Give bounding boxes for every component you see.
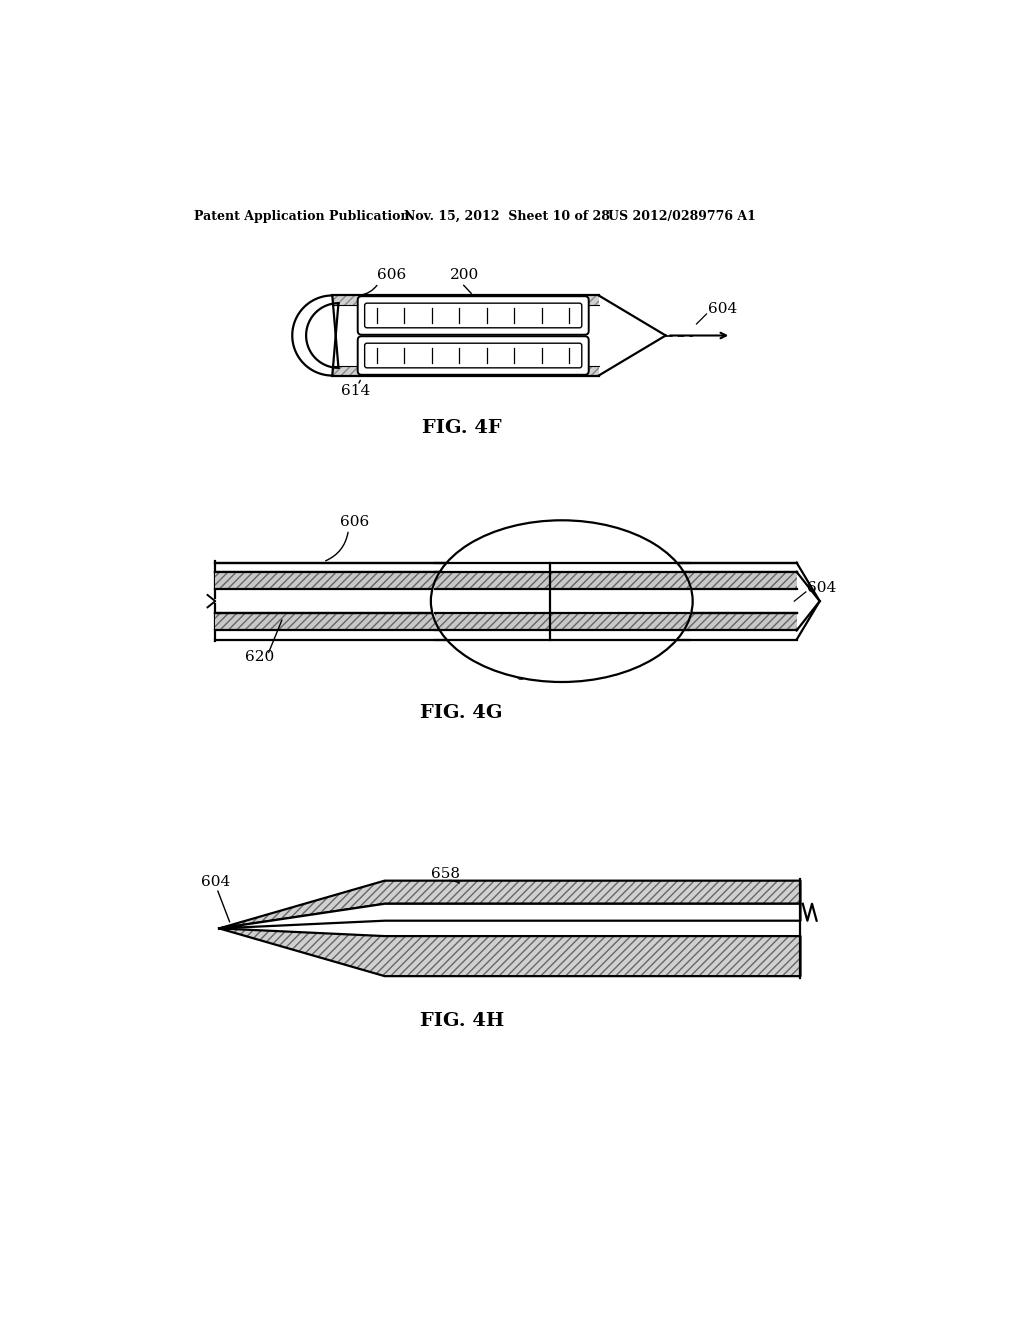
FancyBboxPatch shape <box>365 343 582 368</box>
Text: FIG. 4H: FIG. 4H <box>420 1012 504 1030</box>
Polygon shape <box>219 904 801 928</box>
FancyBboxPatch shape <box>357 296 589 335</box>
Text: 622: 622 <box>606 651 636 664</box>
Text: US 2012/0289776 A1: US 2012/0289776 A1 <box>608 210 756 223</box>
Text: 606: 606 <box>340 515 370 529</box>
Ellipse shape <box>431 520 692 682</box>
Bar <box>215 614 797 631</box>
Bar <box>333 367 599 376</box>
Text: 658: 658 <box>431 867 460 882</box>
Text: 604: 604 <box>807 581 836 595</box>
Text: 606: 606 <box>377 268 407 282</box>
Bar <box>435 614 689 631</box>
Text: 620: 620 <box>245 651 273 664</box>
Text: FIG. 4F: FIG. 4F <box>422 418 502 437</box>
Polygon shape <box>219 880 801 928</box>
Text: 604: 604 <box>708 301 737 315</box>
Text: Nov. 15, 2012  Sheet 10 of 28: Nov. 15, 2012 Sheet 10 of 28 <box>403 210 609 223</box>
Bar <box>435 572 689 589</box>
Text: FIG. 4G: FIG. 4G <box>421 704 503 722</box>
Text: 200: 200 <box>451 268 479 282</box>
FancyBboxPatch shape <box>365 304 582 327</box>
Text: 604: 604 <box>202 875 230 890</box>
Polygon shape <box>219 928 801 977</box>
Bar <box>333 296 599 305</box>
Text: Patent Application Publication: Patent Application Publication <box>194 210 410 223</box>
Bar <box>215 572 797 589</box>
FancyBboxPatch shape <box>357 337 589 375</box>
Text: 614: 614 <box>515 669 545 682</box>
Text: 614: 614 <box>341 384 370 397</box>
